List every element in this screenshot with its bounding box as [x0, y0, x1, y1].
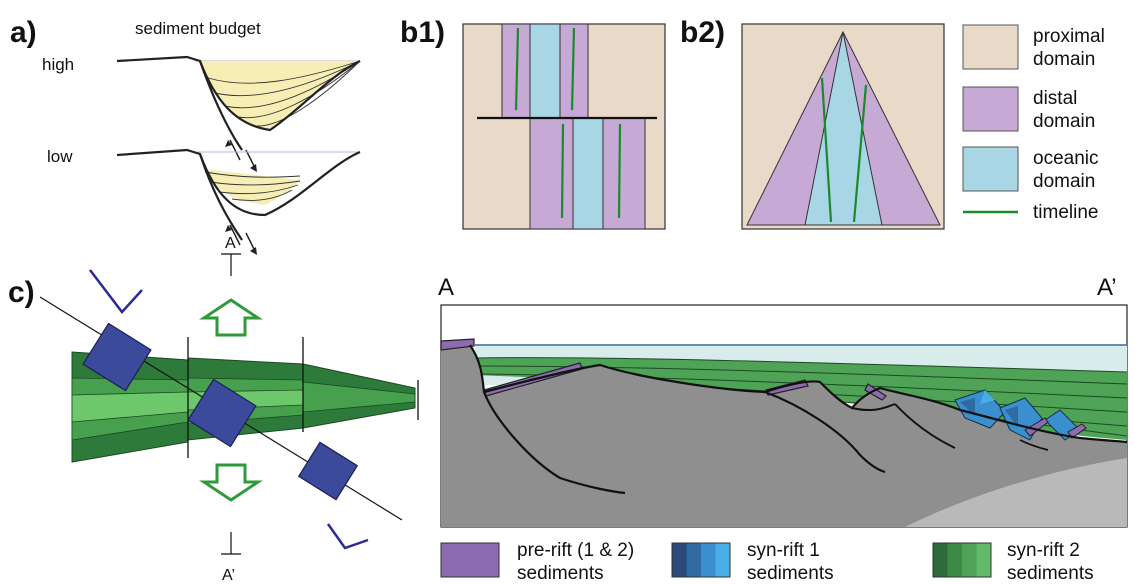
legend-distal-line1: distal	[1033, 88, 1077, 109]
b1-timeline	[514, 27, 520, 111]
oceanic-block-3	[297, 441, 359, 501]
legend-syn-rift-2-line1: syn-rift 2	[1007, 540, 1080, 561]
legend-swatch-proximal	[962, 24, 1019, 70]
panel-label-a: a)	[10, 16, 37, 49]
high-budget-basin	[116, 55, 361, 172]
b1-timeline	[560, 123, 565, 219]
cross-section-end-label: A’	[1097, 274, 1117, 301]
legend-swatch-pre-rift	[440, 542, 500, 578]
pre-rift-block	[864, 383, 887, 401]
panel-b1-map	[462, 23, 666, 230]
b2-timeline	[820, 77, 833, 223]
panel-label-c: c)	[8, 276, 35, 309]
motion-arrow-lower	[326, 523, 369, 550]
pre-rift-block	[440, 338, 475, 351]
low-label: low	[47, 147, 73, 166]
legend-distal-line2: domain	[1033, 111, 1095, 132]
low-budget-basin	[116, 148, 361, 255]
domain-legend: proximal domain distal domain oceanic do…	[962, 24, 1105, 223]
panel-c-map-view: A A’	[39, 235, 419, 584]
panel-b2-map	[741, 23, 945, 230]
legend-swatch-syn-rift-1	[671, 542, 731, 578]
legend-timeline-label: timeline	[1033, 202, 1098, 223]
legend-proximal-line2: domain	[1033, 49, 1095, 70]
legend-swatch-oceanic	[962, 146, 1019, 192]
high-label: high	[42, 55, 74, 74]
legend-oceanic-line1: oceanic	[1033, 148, 1099, 169]
legend-proximal-line1: proximal	[1033, 26, 1105, 47]
legend-swatch-syn-rift-2	[932, 542, 992, 578]
panel-label-b1: b1)	[400, 16, 445, 49]
cross-section-start-label: A	[438, 274, 454, 301]
sediment-legend: pre-rift (1 & 2) sediments syn-rift 1 se…	[440, 540, 1094, 584]
motion-arrow-upper	[89, 269, 143, 314]
section-marker-a: A	[225, 235, 236, 252]
extension-arrow-up	[199, 298, 263, 337]
oceanic-block-2	[187, 378, 257, 448]
cross-section: A A’	[438, 274, 1128, 528]
panel-a-sediment-budget: sediment budget high low	[42, 19, 361, 255]
b1-oceanic-domain-upper	[529, 23, 561, 119]
legend-syn-rift-2-line2: sediments	[1007, 563, 1094, 584]
b1-timeline	[617, 123, 622, 219]
oceanic-block-1	[82, 322, 152, 392]
legend-pre-rift-line1: pre-rift (1 & 2)	[517, 540, 634, 561]
legend-pre-rift-line2: sediments	[517, 563, 604, 584]
extension-arrow-down	[199, 463, 263, 502]
b1-oceanic-domain-lower	[572, 117, 604, 230]
legend-oceanic-line2: domain	[1033, 171, 1095, 192]
legend-syn-rift-1-line2: sediments	[747, 563, 834, 584]
sediment-budget-title: sediment budget	[135, 19, 261, 38]
section-marker-a-prime: A’	[222, 567, 235, 584]
oceanic-crust	[905, 458, 1127, 527]
basement	[441, 345, 1127, 527]
b2-timeline	[852, 84, 868, 223]
b1-timeline	[570, 27, 576, 111]
legend-swatch-distal	[962, 86, 1019, 132]
legend-syn-rift-1-line1: syn-rift 1	[747, 540, 820, 561]
panel-label-b2: b2)	[680, 16, 725, 49]
